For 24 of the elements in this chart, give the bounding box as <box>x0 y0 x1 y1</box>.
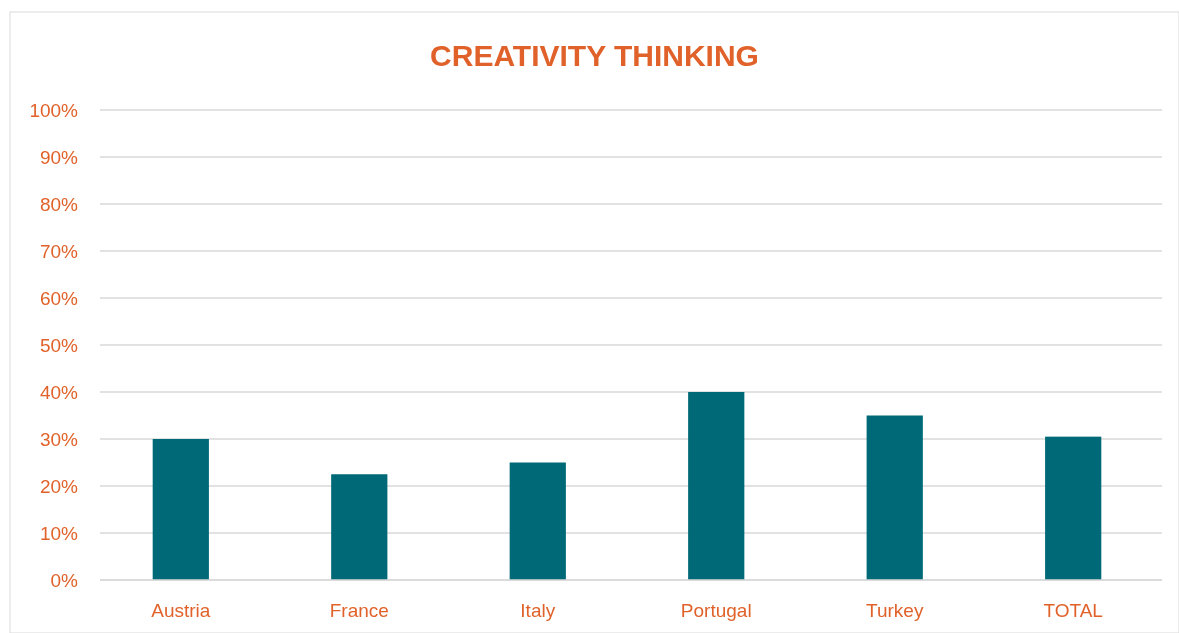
y-tick-label: 70% <box>39 240 79 262</box>
y-tick-label: 20% <box>39 475 79 497</box>
x-tick-label: France <box>329 600 389 621</box>
x-tick-label: Turkey <box>866 600 924 621</box>
y-tick-label: 80% <box>39 193 79 215</box>
x-tick-label: Portugal <box>680 600 752 621</box>
x-tick-label: Italy <box>520 600 556 621</box>
bar <box>331 474 388 580</box>
bar <box>688 392 745 580</box>
x-tick-label: Austria <box>151 600 211 621</box>
y-tick-label: 30% <box>39 428 79 450</box>
bar <box>509 462 566 580</box>
chart-title: CREATIVITY THINKING <box>430 39 759 72</box>
y-tick-label: 0% <box>50 569 79 591</box>
y-tick-label: 10% <box>39 522 79 544</box>
bar <box>1045 436 1102 580</box>
y-tick-label: 100% <box>29 99 79 121</box>
y-tick-label: 40% <box>39 381 79 403</box>
y-tick-label: 60% <box>39 287 79 309</box>
y-tick-label: 90% <box>39 146 79 168</box>
y-tick-label: 50% <box>39 334 79 356</box>
bar <box>152 439 209 580</box>
bar <box>866 415 923 580</box>
x-tick-label: TOTAL <box>1043 600 1103 621</box>
